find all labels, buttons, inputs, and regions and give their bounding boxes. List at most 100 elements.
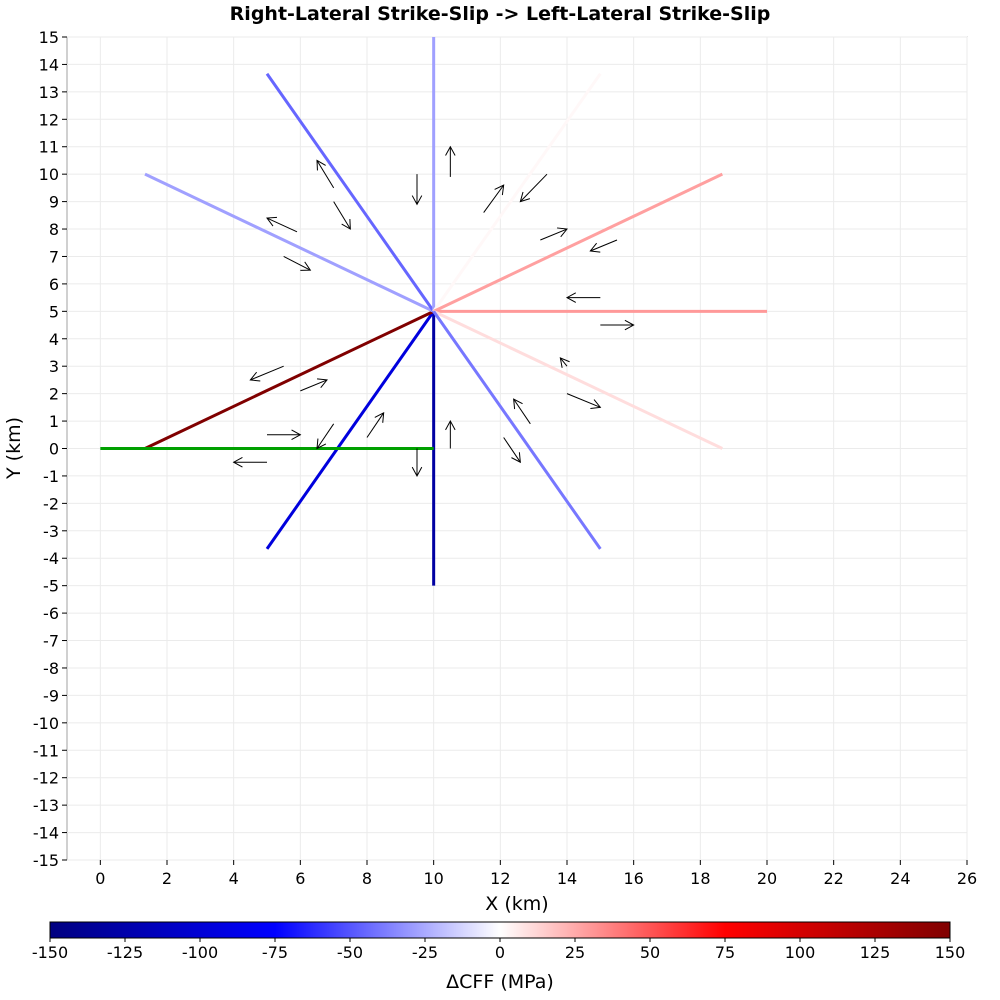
y-tick-label: 9: [49, 193, 59, 212]
x-tick-label: 0: [95, 869, 105, 888]
y-tick-label: -15: [33, 851, 59, 870]
colorbar-tick-label: 125: [860, 943, 891, 962]
slip-arrow: [300, 378, 328, 392]
x-tick-label: 18: [690, 869, 710, 888]
receiver-fault-line: [265, 72, 435, 313]
y-tick-label: 8: [49, 220, 59, 239]
chart-title: Right-Lateral Strike-Slip -> Left-Latera…: [230, 3, 771, 25]
slip-arrow-shaft: [366, 412, 385, 438]
slip-arrow-shaft: [503, 437, 521, 463]
slip-arrow: [600, 319, 635, 331]
slip-arrow: [483, 184, 505, 213]
slip-arrow-head: [300, 261, 312, 271]
colorbar-tick-label: -75: [262, 943, 288, 962]
slip-arrow-head: [445, 420, 456, 431]
slip-arrow-head: [249, 371, 261, 382]
colorbar-tick-label: 100: [785, 943, 816, 962]
colorbar-tick-label: 50: [640, 943, 660, 962]
slip-arrow: [566, 393, 602, 409]
slip-arrow: [513, 398, 531, 425]
slip-arrow: [540, 227, 568, 241]
slip-arrow-shaft: [300, 379, 328, 392]
y-tick-label: -13: [33, 796, 59, 815]
slip-arrow: [249, 365, 284, 382]
slip-arrows: [232, 145, 635, 477]
slip-arrow-head: [589, 242, 601, 253]
y-tick-label: -7: [43, 632, 59, 651]
slip-arrow: [589, 239, 618, 253]
slip-arrow-shaft: [266, 217, 298, 233]
slip-arrow-head: [291, 429, 302, 441]
y-tick-label: 6: [49, 275, 59, 294]
slip-arrow-head: [559, 357, 570, 368]
slip-arrow-head: [316, 159, 326, 171]
slip-arrow-head: [590, 399, 602, 409]
receiver-fault-line: [433, 172, 723, 313]
slip-arrow: [445, 145, 456, 177]
y-tick-label: 13: [39, 83, 59, 102]
slip-arrow-shaft: [250, 365, 284, 381]
slip-arrow: [267, 429, 302, 441]
x-tick-label: 24: [890, 869, 910, 888]
slip-arrow: [411, 448, 423, 477]
slip-arrow-shaft: [283, 256, 311, 271]
slip-arrow: [519, 173, 548, 203]
slip-arrow-head: [317, 378, 328, 389]
slip-arrow-head: [494, 184, 505, 196]
y-tick-label: 4: [49, 330, 59, 349]
slip-arrow: [445, 420, 456, 449]
colorbar-tick-label: 75: [715, 943, 735, 962]
receiver-fault-line: [432, 72, 602, 313]
y-tick-label: 2: [49, 385, 59, 404]
slip-arrow-shaft: [559, 357, 568, 367]
slip-arrow-head: [341, 219, 351, 230]
y-tick-label: 10: [39, 165, 59, 184]
x-tick-label: 22: [823, 869, 843, 888]
slip-arrow-shaft: [590, 239, 618, 252]
slip-arrow: [283, 256, 312, 271]
slip-arrow-shaft: [483, 184, 505, 213]
y-tick-label: 15: [39, 28, 59, 47]
colorbar-label: ΔCFF (MPa): [446, 971, 554, 993]
x-tick-label: 8: [362, 869, 372, 888]
colorbar-tick-label: 0: [495, 943, 505, 962]
colorbar-tick-labels: -150 -125 -100 -75 -50 -25 0 25 50 75 100 125 150: [32, 938, 965, 962]
colorbar-tick-label: -25: [412, 943, 438, 962]
slip-arrow: [366, 411, 385, 438]
receiver-fault-line: [144, 172, 435, 313]
slip-arrow-head: [513, 398, 523, 410]
y-tick-label: 11: [39, 138, 59, 157]
y-axis-label: Y (km): [3, 417, 25, 480]
y-tick-label: -14: [33, 824, 59, 843]
slip-arrow-shaft: [333, 201, 351, 230]
receiver-fault-line: [265, 310, 435, 550]
x-tick-label: 16: [623, 869, 643, 888]
slip-arrow-head: [557, 227, 568, 238]
slip-arrow: [503, 437, 521, 464]
x-tick-label: 26: [957, 869, 977, 888]
receiver-fault-line: [432, 310, 602, 550]
slip-arrow: [316, 423, 335, 450]
colorbar-tick-label: 150: [935, 943, 966, 962]
slip-arrow-head: [266, 216, 278, 227]
slip-arrow-head: [232, 456, 243, 468]
slip-arrow: [316, 159, 335, 189]
colorbar-tick-label: -125: [107, 943, 143, 962]
x-tick-label: 4: [229, 869, 239, 888]
slip-arrow-head: [511, 452, 521, 464]
x-tick-labels: 0 2 4 6 8 10 12 14 16 18 20 22 24 26: [95, 860, 977, 888]
y-tick-label: 7: [49, 247, 59, 266]
x-tick-label: 14: [557, 869, 577, 888]
y-tick-label: -11: [33, 741, 59, 760]
slip-arrow: [565, 292, 601, 303]
slip-arrow-head: [565, 292, 577, 303]
y-tick-label: -2: [43, 494, 59, 513]
fault-lines: [100, 37, 767, 586]
y-tick-label: -5: [43, 577, 59, 596]
slip-arrow-head: [316, 438, 327, 450]
slip-arrow-head: [445, 145, 456, 156]
y-tick-label: 5: [49, 302, 59, 321]
y-tick-label: 3: [49, 357, 59, 376]
colorbar-tick-label: -100: [182, 943, 218, 962]
